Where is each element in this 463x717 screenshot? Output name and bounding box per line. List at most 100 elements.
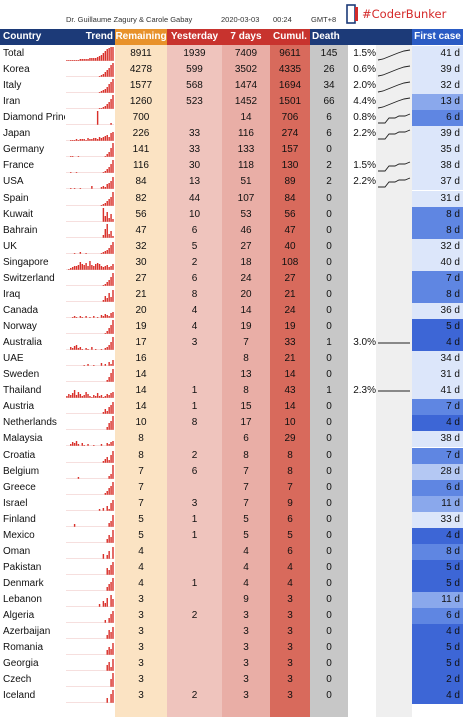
table-row[interactable]: Iraq 21 8 20 21 0 8 d xyxy=(0,286,463,303)
table-row[interactable]: Georgia 3 3 3 0 5 d xyxy=(0,656,463,673)
table-row[interactable]: Thailand 14 1 8 43 1 2.3% 41 d xyxy=(0,383,463,400)
table-row[interactable]: UAE 16 8 21 0 34 d xyxy=(0,351,463,368)
table-row[interactable]: Oman 4 4 6 0 8 d xyxy=(0,543,463,560)
first-case-value: 8 d xyxy=(412,222,463,239)
seven-days-value: 51 xyxy=(240,176,252,188)
death-rate-line-path xyxy=(377,65,411,77)
table-row[interactable]: UK 32 5 27 40 0 32 d xyxy=(0,238,463,255)
remaining-value: 8911 xyxy=(130,48,152,59)
yesterday-value: 4 xyxy=(191,304,198,316)
table-row[interactable]: Sweden 14 13 14 0 31 d xyxy=(0,367,463,384)
sparkline-bar xyxy=(100,55,103,61)
yesterday-value: 1 xyxy=(191,513,198,525)
sparkline-bar xyxy=(100,395,103,399)
table-row[interactable]: Lebanon 3 9 3 0 11 d xyxy=(0,592,463,609)
table-row[interactable]: Norway 19 4 19 19 0 5 d xyxy=(0,319,463,336)
column-header-remaining[interactable]: Remaining xyxy=(115,29,167,45)
sparkline-bar xyxy=(106,87,108,94)
column-header-cumul[interactable]: Cumul. xyxy=(270,29,310,45)
sparkline-bar xyxy=(71,393,74,399)
table-row[interactable]: Iceland 3 2 3 3 0 4 d xyxy=(0,688,463,705)
table-row[interactable]: Denmark 4 1 4 4 0 5 d xyxy=(0,575,463,592)
death-value: 0 xyxy=(326,545,332,557)
table-row[interactable]: Pakistan 4 4 4 0 5 d xyxy=(0,559,463,576)
seven-days-value: 6 xyxy=(243,433,249,445)
table-row[interactable]: Malaysia 8 6 29 0 38 d xyxy=(0,431,463,448)
table-row[interactable]: Belgium 7 6 7 8 0 28 d xyxy=(0,463,463,480)
sparkline-bar xyxy=(106,154,108,158)
cumul-value: 5 xyxy=(287,529,293,541)
yesterday-value: 2 xyxy=(191,256,198,268)
death-rate-value xyxy=(348,544,376,560)
seven-days-value: 116 xyxy=(238,128,254,140)
cumul-value: 3 xyxy=(287,674,293,686)
sparkline-bar xyxy=(81,316,83,318)
yesterday-value xyxy=(167,367,222,383)
table-row[interactable]: Canada 20 4 14 24 0 36 d xyxy=(0,302,463,319)
table-row[interactable]: Diamond Princess 700 14 706 6 0.8% 6 d xyxy=(0,110,463,127)
death-rate-value xyxy=(348,367,376,383)
trend-sparkline xyxy=(66,561,114,575)
country-name: Bahrain xyxy=(3,224,38,236)
trend-sparkline xyxy=(66,627,114,640)
first-case-value: 36 d xyxy=(412,302,463,319)
column-header-trend[interactable]: Trend xyxy=(85,31,113,42)
first-case-value: 5 d xyxy=(412,656,463,673)
remaining-value: 17 xyxy=(135,337,147,349)
table-row[interactable]: Greece 7 7 7 0 6 d xyxy=(0,479,463,496)
table-row[interactable]: Finland 5 1 5 6 0 33 d xyxy=(0,511,463,528)
table-row[interactable]: Singapore 30 2 18 108 0 40 d xyxy=(0,254,463,271)
death-value: 66 xyxy=(323,96,335,108)
table-row[interactable]: Algeria 3 2 3 3 0 6 d xyxy=(0,608,463,625)
table-row[interactable]: Croatia 8 2 8 8 0 7 d xyxy=(0,447,463,464)
seven-days-value: 5 xyxy=(243,513,249,525)
sparkline-bar xyxy=(106,427,108,431)
sparkline-bar xyxy=(106,538,108,543)
sparkline-bar xyxy=(104,283,107,286)
sparkline-bar xyxy=(106,200,108,206)
table-row[interactable]: Israel 7 3 7 9 0 11 d xyxy=(0,495,463,512)
sparkline-bar xyxy=(112,160,114,174)
cumul-value: 3 xyxy=(287,658,293,670)
table-row[interactable]: Kuwait 56 10 53 56 0 8 d xyxy=(0,206,463,223)
table-row[interactable]: France 116 30 118 130 2 1.5% 38 d xyxy=(0,158,463,175)
column-header-first-case[interactable]: First case xyxy=(412,29,463,45)
seven-days-value: 3 xyxy=(243,658,249,670)
column-header-yesterday[interactable]: Yesterday xyxy=(167,29,222,45)
table-row[interactable]: Australia 17 3 7 33 1 3.0% 4 d xyxy=(0,335,463,352)
column-header-7-days[interactable]: 7 days xyxy=(222,29,270,45)
table-row[interactable]: Mexico 5 1 5 5 0 4 d xyxy=(0,527,463,544)
table-row[interactable]: Netherlands 10 8 17 10 0 4 d xyxy=(0,415,463,432)
table-row[interactable]: Czech 3 3 3 0 2 d xyxy=(0,672,463,689)
table-row[interactable]: Azerbaijan 3 3 3 0 4 d xyxy=(0,624,463,641)
remaining-value: 5 xyxy=(138,513,144,525)
sparkline-bar xyxy=(106,331,108,335)
column-header-death[interactable]: Death xyxy=(312,31,340,42)
sparkline-bar xyxy=(91,347,93,351)
table-row[interactable]: Italy 1577 568 1474 1694 34 2.0% 32 d xyxy=(0,78,463,95)
sparkline-bar xyxy=(102,137,105,142)
table-row[interactable]: Switzerland 27 6 24 27 0 7 d xyxy=(0,270,463,287)
trend-sparkline xyxy=(66,690,114,704)
death-rate-value xyxy=(348,191,376,207)
cumul-value: 27 xyxy=(284,272,296,284)
table-row[interactable]: USA 84 13 51 89 2 2.2% 37 d xyxy=(0,174,463,191)
table-row[interactable]: Japan 226 33 116 274 6 2.2% 39 d xyxy=(0,126,463,143)
yesterday-value xyxy=(167,672,222,688)
table-row[interactable]: Iran 1260 523 1452 1501 66 4.4% 13 d xyxy=(0,94,463,111)
table-row[interactable]: Germany 141 33 133 157 0 35 d xyxy=(0,142,463,159)
table-row[interactable]: Bahrain 47 6 46 47 0 8 d xyxy=(0,222,463,239)
sparkline-bar xyxy=(106,411,108,415)
death-value: 0 xyxy=(326,144,332,156)
sparkline-bar xyxy=(112,643,114,656)
table-row[interactable]: Romania 3 3 3 0 5 d xyxy=(0,640,463,657)
sparkline-bar xyxy=(106,394,108,399)
sparkline-bar xyxy=(104,156,107,158)
table-row[interactable]: Korea 4278 599 3502 4335 26 0.6% 39 d xyxy=(0,62,463,79)
table-row[interactable]: Total 8911 1939 7409 9611 145 1.5% 41 d xyxy=(0,46,463,62)
sparkline-bar xyxy=(106,135,108,142)
sparkline-bar xyxy=(70,347,72,351)
table-row[interactable]: Austria 14 1 15 14 0 7 d xyxy=(0,399,463,416)
column-header-country[interactable]: Country xyxy=(3,31,42,42)
table-row[interactable]: Spain 82 44 107 84 0 31 d xyxy=(0,190,463,207)
